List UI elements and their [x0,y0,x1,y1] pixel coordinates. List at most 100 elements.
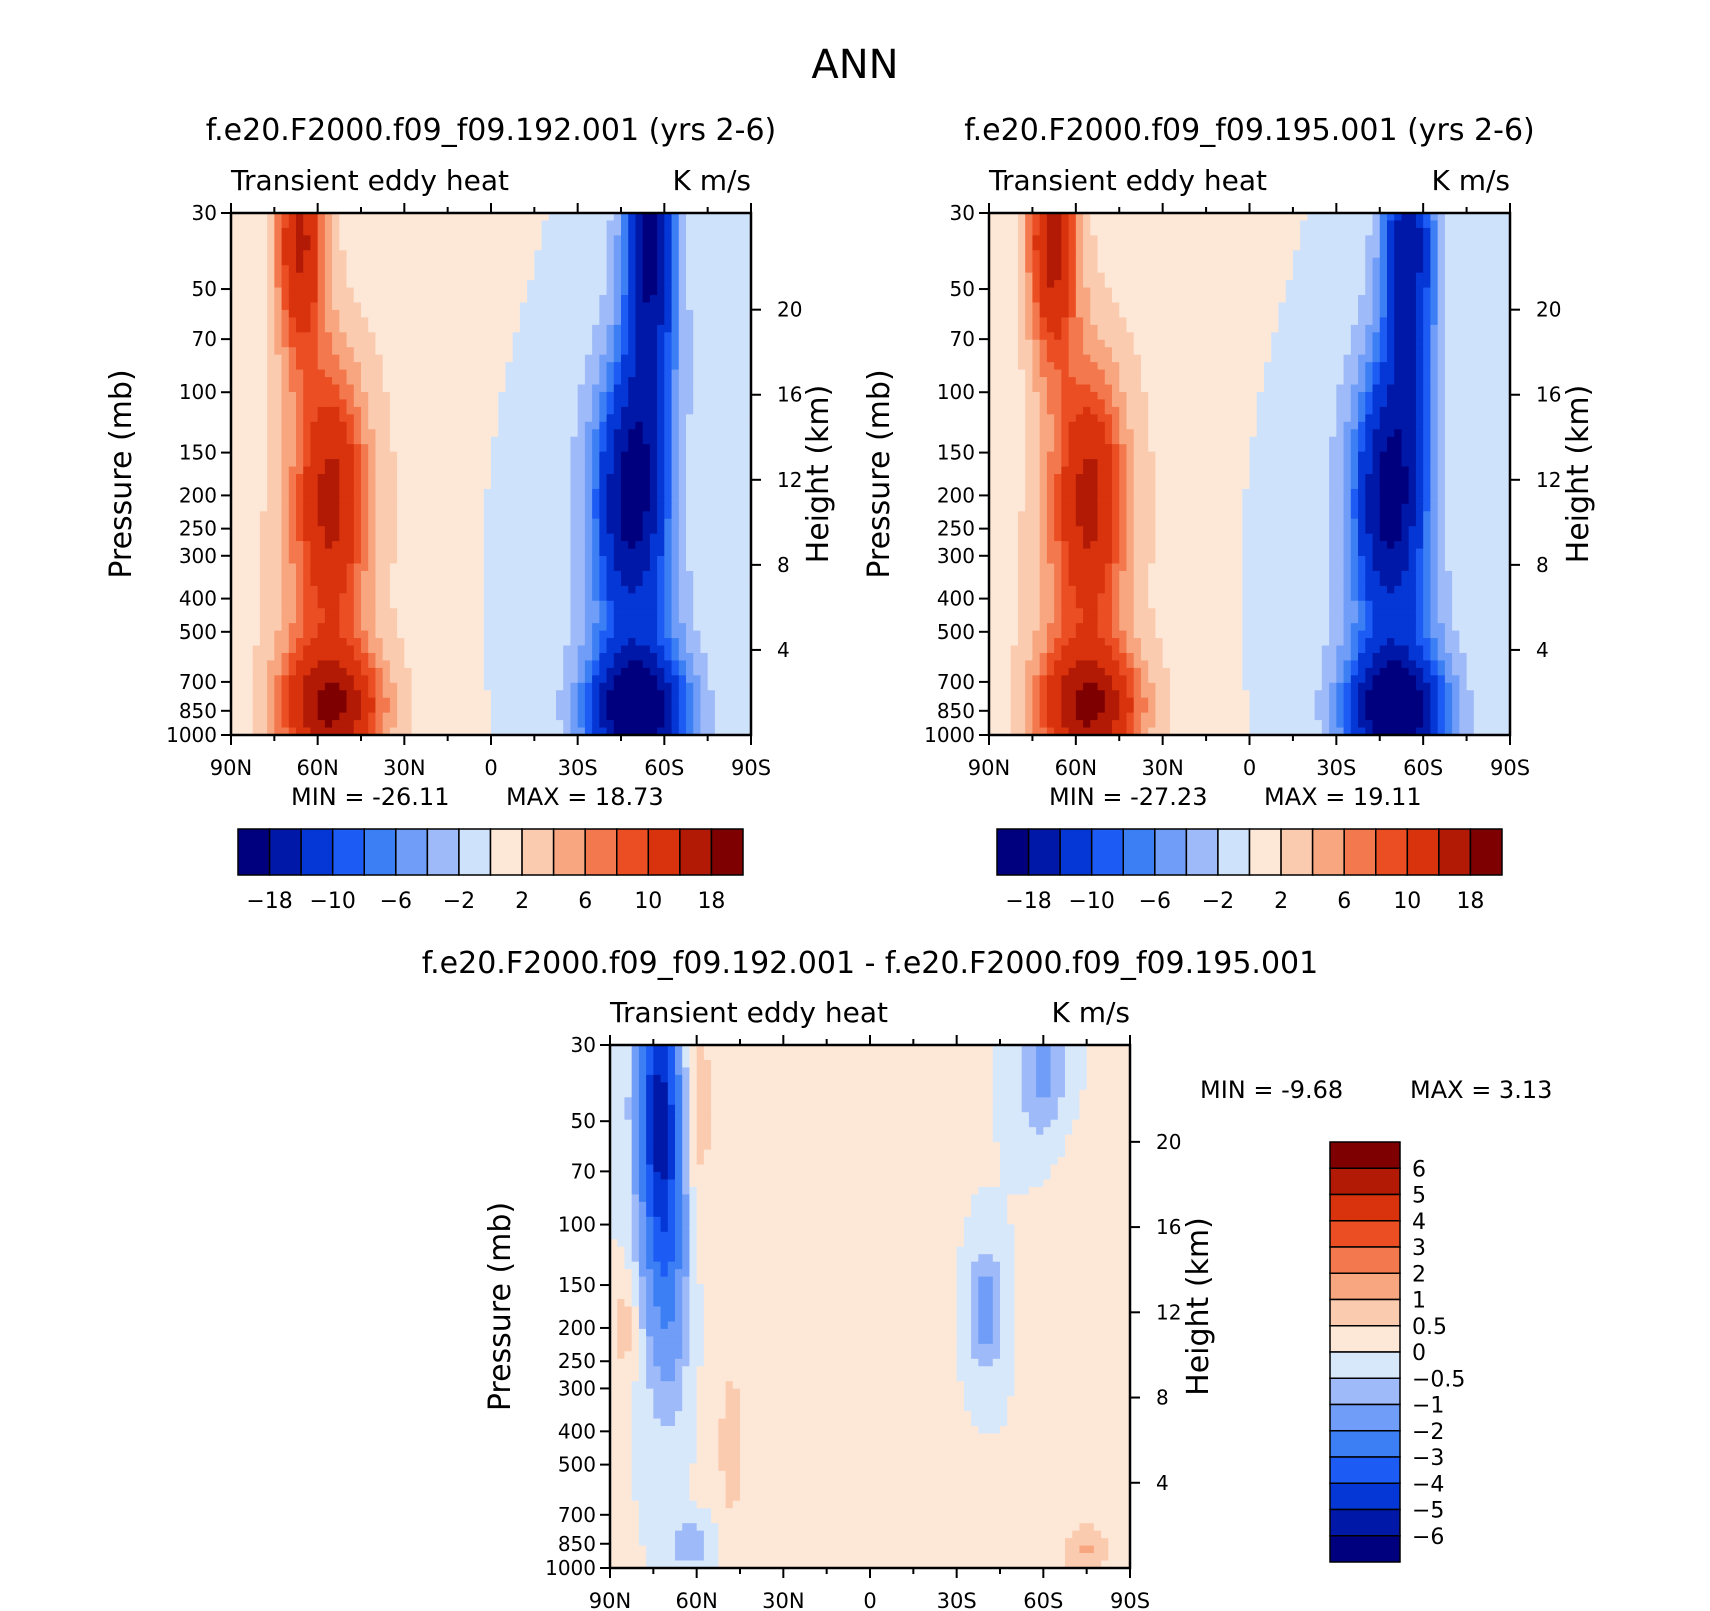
field-cell [382,347,391,356]
field-cell [664,406,673,415]
field-cell [693,242,702,251]
field-cell [686,414,694,423]
field-cell [332,347,340,356]
field-cell [310,682,319,691]
field-cell [592,503,600,512]
field-cell [288,384,297,393]
field-cell [592,332,600,341]
field-cell [736,682,745,691]
field-cell [288,645,297,654]
field-cell [584,444,593,453]
field-cell [613,242,622,251]
field-cell [411,533,420,542]
field-cell [592,652,600,662]
field-cell [346,690,355,699]
field-cell [426,257,434,266]
field-cell [635,578,644,587]
field-cell [534,272,543,281]
field-cell [592,309,600,318]
field-cell [491,414,499,423]
field-cell [635,250,644,259]
field-cell [317,272,326,281]
field-cell [426,503,434,512]
field-cell [714,280,723,289]
field-cell [584,511,593,520]
field-cell [440,697,449,706]
field-cell [274,623,283,632]
field-cell [411,287,420,296]
field-cell [259,623,268,632]
field-cell [418,227,427,236]
field-cell [267,391,275,401]
field-cell [361,391,369,401]
field-cell [245,630,254,639]
field-cell [729,667,738,676]
field-cell [548,347,557,356]
field-cell [700,593,709,602]
field-cell [389,585,398,594]
field-cell [303,496,312,505]
field-cell [332,585,340,594]
field-cell [310,697,319,706]
field-cell [671,213,680,222]
field-cell [411,667,420,676]
field-cell [736,332,745,341]
field-cell [729,488,738,497]
field-cell [729,384,738,393]
field-cell [512,541,521,550]
field-cell [476,660,485,669]
field-cell [346,526,355,535]
field-cell [671,399,680,408]
field-cell [736,556,745,565]
field-cell [635,362,644,371]
field-cell [519,347,528,356]
field-cell [671,608,680,617]
field-cell [303,518,312,527]
field-cell [339,227,348,236]
field-cell [324,570,333,579]
field-cell [678,339,687,348]
field-cell [541,369,550,378]
field-cell [433,652,442,662]
field-cell [657,705,665,714]
field-cell [462,682,470,691]
field-cell [483,630,492,639]
field-cell [498,377,507,386]
field-cell [743,213,752,222]
field-cell [519,712,528,721]
field-cell [462,399,470,408]
field-cell [310,652,319,662]
field-cell [693,652,702,662]
field-cell [368,369,377,378]
field-cell [621,615,629,624]
field-cell [505,242,514,251]
field-cell [505,384,514,393]
field-cell [635,354,644,363]
field-cell [267,399,275,408]
field-cell [671,377,680,386]
field-cell [252,242,261,251]
field-cell [584,384,593,393]
field-cell [700,518,709,527]
field-cell [599,481,608,490]
field-cell [491,339,499,348]
field-cell [606,347,615,356]
field-cell [274,645,283,654]
field-cell [491,548,499,557]
field-cell [404,384,413,393]
field-cell [310,235,319,244]
field-cell [447,451,456,460]
field-cell [483,295,492,304]
field-cell [353,645,362,654]
field-cell [469,690,478,699]
field-cell [397,630,405,639]
field-cell [389,257,398,266]
field-cell [599,623,608,632]
field-cell [729,630,738,639]
field-cell [433,280,442,289]
field-cell [621,667,629,676]
field-cell [317,377,326,386]
field-cell [736,675,745,684]
field-cell [657,421,665,430]
field-cell [722,324,730,333]
